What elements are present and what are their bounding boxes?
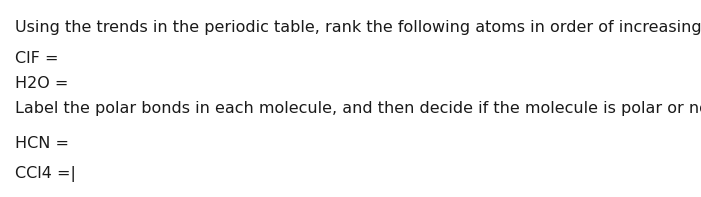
Text: Using the trends in the periodic table, rank the following atoms in order of inc: Using the trends in the periodic table, …: [15, 20, 701, 35]
Text: CCl4 =|: CCl4 =|: [15, 166, 76, 182]
Text: Label the polar bonds in each molecule, and then decide if the molecule is polar: Label the polar bonds in each molecule, …: [15, 101, 701, 116]
Text: H2O =: H2O =: [15, 76, 69, 91]
Text: HCN =: HCN =: [15, 136, 69, 151]
Text: ClF =: ClF =: [15, 51, 58, 66]
